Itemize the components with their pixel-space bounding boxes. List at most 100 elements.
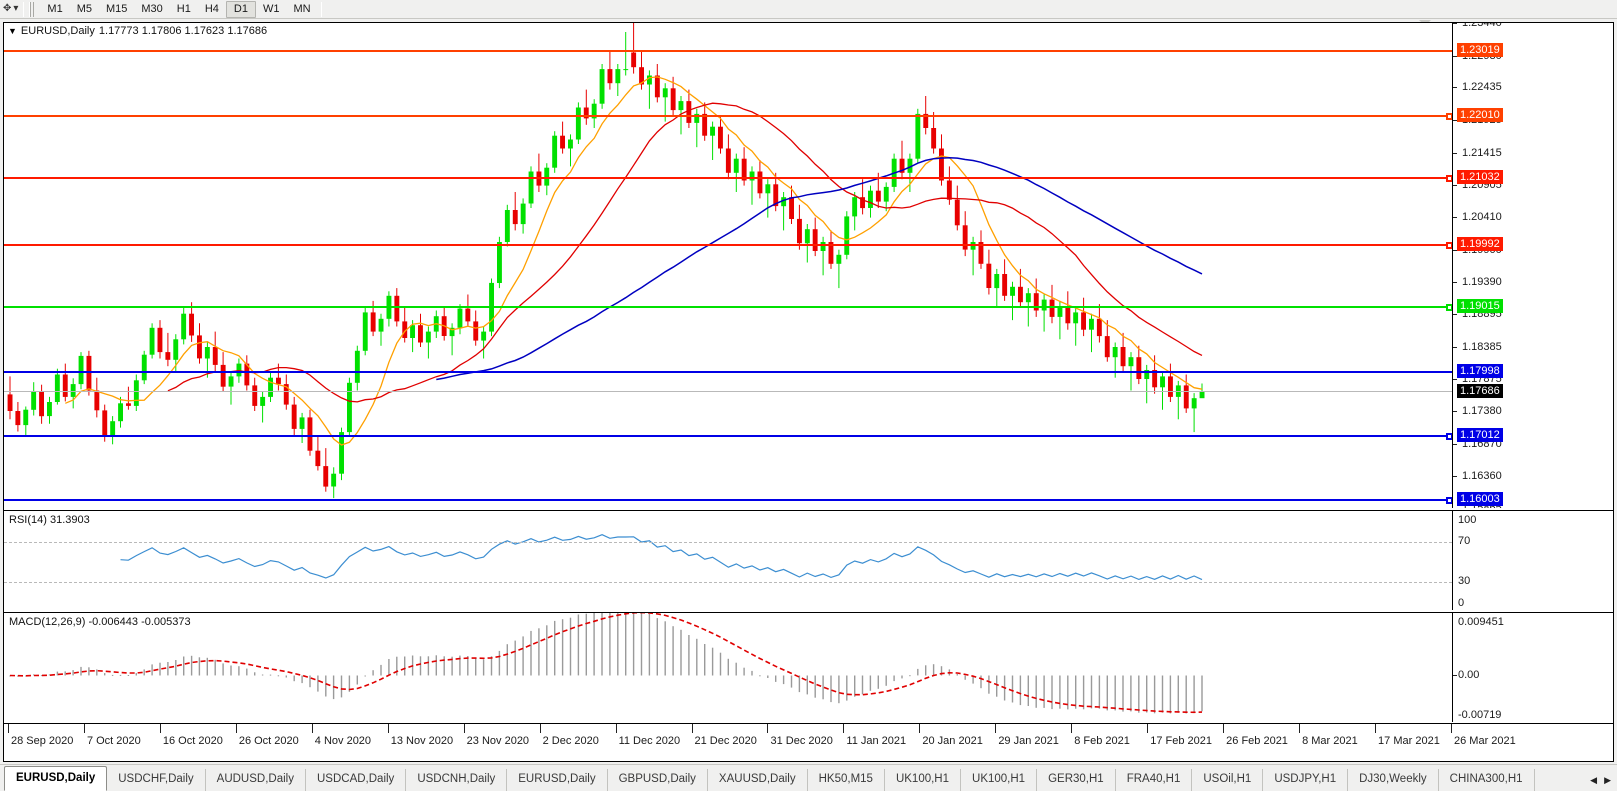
tab-hk50-m15[interactable]: HK50,M15 xyxy=(808,769,885,791)
price-axis[interactable]: 1.234401.229301.224351.219251.214151.209… xyxy=(1452,23,1613,508)
chart-window[interactable]: ▼ EURUSD,Daily 1.17773 1.17806 1.17623 1… xyxy=(3,22,1614,762)
timeframe-d1[interactable]: D1 xyxy=(225,0,256,18)
price-tick-label: 1.16360 xyxy=(1462,470,1502,483)
level-price-tag[interactable]: 1.21032 xyxy=(1457,170,1503,185)
date-tick-label: 28 Sep 2020 xyxy=(11,735,74,747)
timeframe-buttons: M1 M5 M15 M30 H1 H4 D1 W1 MN xyxy=(40,0,317,19)
rsi-pane[interactable]: RSI(14) 31.3903 100 70 30 0 xyxy=(4,510,1613,610)
date-tick-mark xyxy=(615,724,617,733)
macd-indicator-label: MACD(12,26,9) -0.006443 -0.005373 xyxy=(9,616,191,628)
price-tick-label: 1.17380 xyxy=(1462,405,1502,417)
date-axis[interactable]: 28 Sep 2020 7 Oct 2020 16 Oct 2020 26 Oct 2… xyxy=(4,723,1613,761)
level-price-tag[interactable]: 1.23019 xyxy=(1457,42,1503,57)
timeframe-w1[interactable]: W1 xyxy=(262,2,280,15)
date-tick-mark xyxy=(1071,724,1073,733)
date-tick-mark xyxy=(995,724,997,733)
price-level-line[interactable] xyxy=(4,112,1452,120)
price-level-line[interactable] xyxy=(4,432,1452,440)
macd-plot-area[interactable] xyxy=(4,613,1452,722)
level-drag-handle[interactable] xyxy=(1446,241,1452,249)
level-drag-handle[interactable] xyxy=(1446,304,1452,312)
date-tick-label: 16 Oct 2020 xyxy=(162,735,223,747)
tab-xauusd-daily[interactable]: XAUUSD,Daily xyxy=(708,769,808,791)
price-level-line[interactable] xyxy=(4,304,1452,312)
date-tick-mark xyxy=(1451,724,1452,733)
timeframe-m1[interactable]: M1 xyxy=(47,2,63,15)
level-price-tag[interactable]: 1.19015 xyxy=(1457,299,1503,314)
rsi-tick-label: 0 xyxy=(1458,597,1465,609)
rsi-tick-label: 70 xyxy=(1458,535,1471,547)
date-tick-label: 11 Jan 2021 xyxy=(846,735,907,747)
price-tick-mark xyxy=(1453,217,1457,218)
date-tick-mark xyxy=(539,724,541,733)
date-tick-label: 31 Dec 2020 xyxy=(770,735,833,747)
level-drag-handle[interactable] xyxy=(1446,432,1452,440)
timeframe-m30[interactable]: M30 xyxy=(141,2,163,15)
price-tick-mark xyxy=(1453,249,1457,251)
timeframe-h4[interactable]: H4 xyxy=(204,2,219,15)
toolbar-overflow-arrows[interactable]: ✥ ▾ xyxy=(0,4,20,14)
timeframe-mn[interactable]: MN xyxy=(293,2,311,15)
tab-audusd-daily[interactable]: AUDUSD,Daily xyxy=(206,769,306,791)
price-tick-mark xyxy=(1453,314,1457,315)
price-tick-label: 1.20410 xyxy=(1462,211,1502,223)
tab-uk100-h1-2[interactable]: UK100,H1 xyxy=(961,769,1038,791)
tab-ger30-h1[interactable]: GER30,H1 xyxy=(1037,769,1116,791)
date-tick-label: 2 Dec 2020 xyxy=(542,735,599,747)
price-pane[interactable]: ▼ EURUSD,Daily 1.17773 1.17806 1.17623 1… xyxy=(4,23,1613,508)
date-tick-mark xyxy=(843,724,845,733)
price-level-line[interactable] xyxy=(4,497,1452,505)
tab-scroll-right-icon[interactable]: ▶ xyxy=(1604,775,1611,785)
price-level-line[interactable] xyxy=(4,175,1452,183)
date-tick-label: 8 Feb 2021 xyxy=(1074,735,1130,747)
macd-axis: 0.009451 0.00 -0.00719 xyxy=(1452,613,1613,722)
timeframe-h1[interactable]: H1 xyxy=(176,2,191,15)
price-tick-label: 1.22435 xyxy=(1462,81,1502,94)
macd-pane[interactable]: MACD(12,26,9) -0.006443 -0.005373 0.0094… xyxy=(4,612,1613,722)
tab-usdcad-daily[interactable]: USDCAD,Daily xyxy=(306,769,407,791)
tab-usdchf-daily[interactable]: USDCHF,Daily xyxy=(107,769,206,791)
tab-eurusd-daily-2[interactable]: EURUSD,Daily xyxy=(507,769,608,791)
timeframe-m5[interactable]: M5 xyxy=(76,2,92,15)
toolbar-divider xyxy=(23,1,25,17)
toolbar-drag-handle[interactable] xyxy=(29,1,37,17)
date-tick-mark xyxy=(463,724,465,733)
price-plot-area[interactable] xyxy=(4,23,1452,508)
chevron-down-icon: ▾ xyxy=(13,3,19,14)
level-drag-handle[interactable] xyxy=(1446,497,1452,505)
macd-tick-label: 0.00 xyxy=(1458,669,1480,682)
date-tick-mark xyxy=(159,724,161,733)
level-price-tag[interactable]: 1.16003 xyxy=(1457,492,1503,507)
tab-fra40-h1[interactable]: FRA40,H1 xyxy=(1116,769,1193,791)
tab-gbpusd-daily[interactable]: GBPUSD,Daily xyxy=(608,769,708,791)
date-tick-label: 26 Mar 2021 xyxy=(1454,735,1516,747)
tab-scroll-controls[interactable]: ◀ ▶ xyxy=(1584,775,1617,791)
level-price-tag[interactable]: 1.17998 xyxy=(1457,364,1503,379)
level-price-tag[interactable]: 1.17012 xyxy=(1457,427,1503,442)
price-tick-mark xyxy=(1453,443,1457,445)
price-level-line[interactable] xyxy=(4,371,1452,374)
tab-usdcnh-daily[interactable]: USDCNH,Daily xyxy=(406,769,508,791)
tab-china300-h1[interactable]: CHINA300,H1 xyxy=(1439,769,1535,791)
tab-uk100-h1[interactable]: UK100,H1 xyxy=(885,769,962,791)
timeframe-m15[interactable]: M15 xyxy=(105,2,128,15)
rsi-axis: 100 70 30 0 xyxy=(1452,511,1613,610)
tab-scroll-left-icon[interactable]: ◀ xyxy=(1590,775,1598,785)
ohlc-values: 1.17773 1.17806 1.17623 1.17686 xyxy=(98,25,268,37)
tab-usdjpy-h1[interactable]: USDJPY,H1 xyxy=(1263,769,1349,791)
tab-dj30-weekly[interactable]: DJ30,Weekly xyxy=(1348,769,1439,791)
level-price-tag[interactable]: 1.19992 xyxy=(1457,236,1503,251)
rsi-tick-label: 100 xyxy=(1458,514,1477,526)
tab-eurusd-daily[interactable]: EURUSD,Daily xyxy=(4,766,108,791)
tab-usoil-h1[interactable]: USOil,H1 xyxy=(1192,769,1264,791)
price-level-line[interactable] xyxy=(4,49,1452,52)
level-price-tag[interactable]: 1.22010 xyxy=(1457,107,1503,122)
collapse-triangle-icon[interactable]: ▼ xyxy=(8,26,17,36)
current-price-line xyxy=(4,391,1452,393)
rsi-plot-area[interactable] xyxy=(4,511,1452,610)
level-drag-handle[interactable] xyxy=(1446,175,1452,183)
level-drag-handle[interactable] xyxy=(1446,112,1452,120)
price-level-line[interactable] xyxy=(4,241,1452,249)
price-tick-mark xyxy=(1453,23,1457,24)
price-tick-label: 1.19390 xyxy=(1462,276,1502,289)
